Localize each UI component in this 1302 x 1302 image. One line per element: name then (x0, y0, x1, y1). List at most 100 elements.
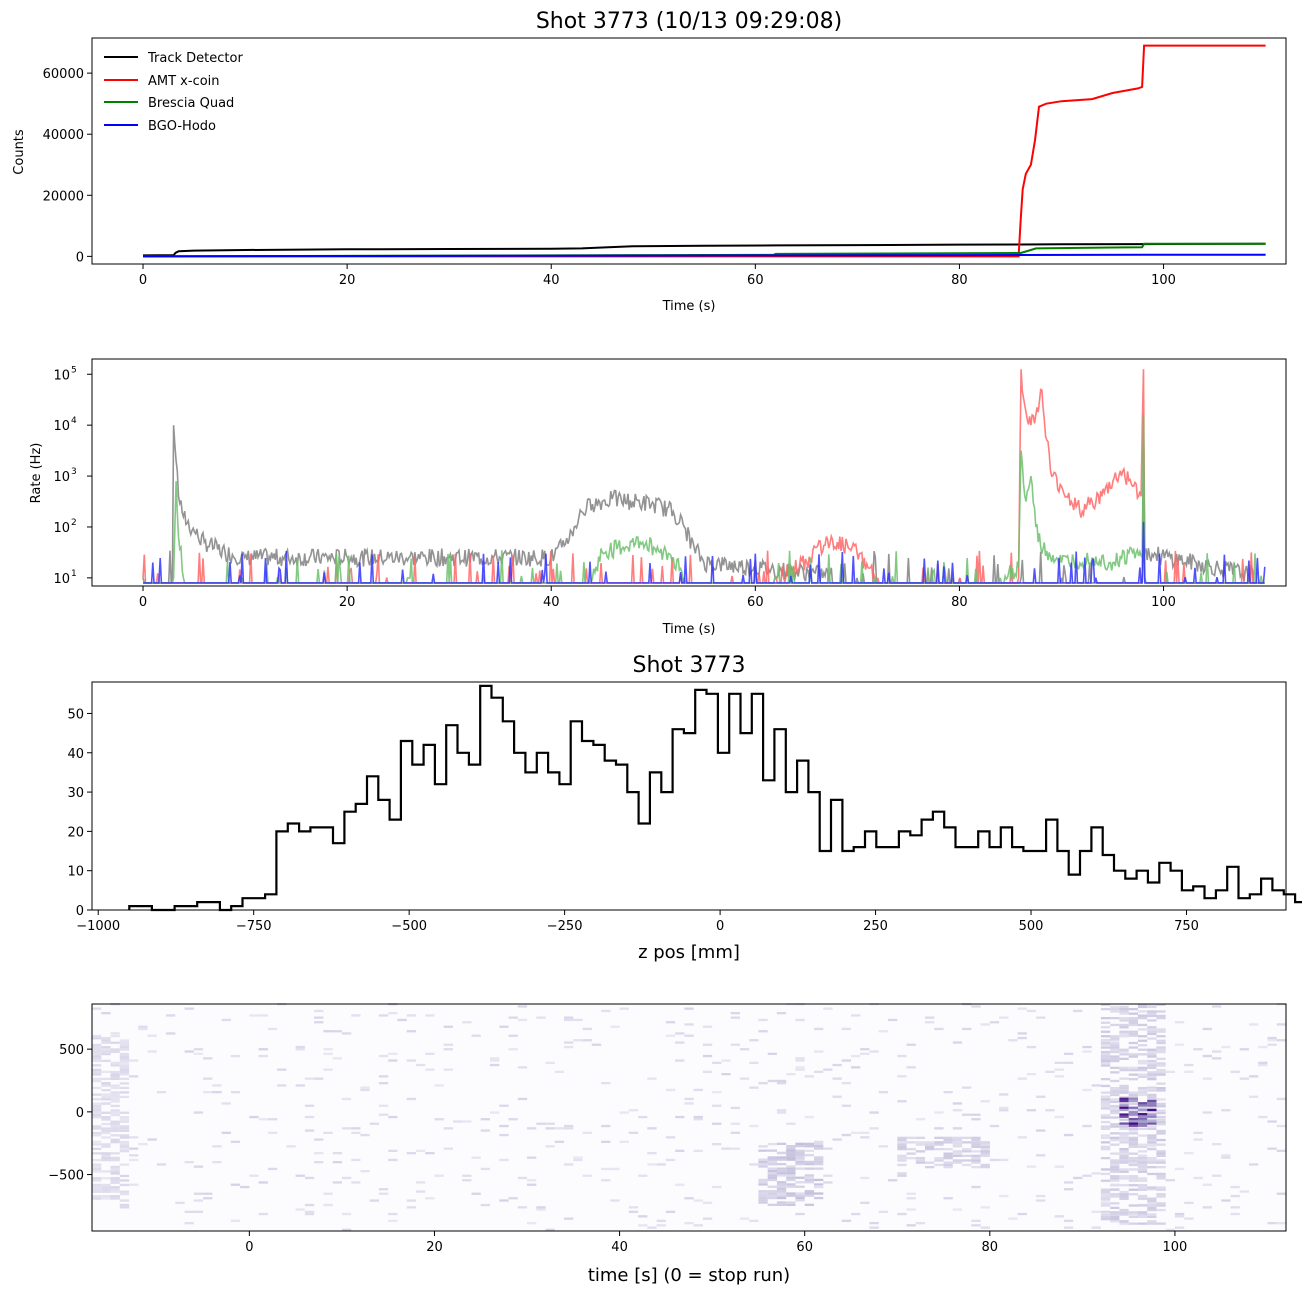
heatmap-cell (1147, 1138, 1157, 1142)
heatmap-cell (258, 1048, 268, 1051)
heatmap-cell (1100, 1120, 1111, 1124)
y-tick-label: −500 (48, 1169, 84, 1184)
heatmap-cell (101, 1159, 111, 1162)
heatmap-cell (758, 1183, 768, 1186)
heatmap-cell (980, 1206, 990, 1209)
heatmap-cell (499, 1158, 509, 1162)
heatmap-cell (1137, 1093, 1148, 1097)
heatmap-cell (897, 1148, 907, 1151)
heatmap-cell (462, 1120, 472, 1123)
heatmap-cell (656, 1163, 666, 1166)
heatmap-cell (212, 1145, 222, 1148)
heatmap-cell (878, 1030, 888, 1033)
heatmap-cell (1128, 1122, 1138, 1125)
y-tick-label: 0 (76, 250, 84, 265)
x-tick-label: 60 (747, 595, 764, 610)
heatmap-cell (119, 1206, 130, 1209)
heatmap-cell (119, 1095, 130, 1099)
heatmap-cell (665, 1088, 676, 1092)
heatmap-cell (564, 1163, 574, 1166)
heatmap-cell (804, 1203, 814, 1206)
heatmap-cell (110, 1093, 120, 1096)
heatmap-cell (1147, 1019, 1157, 1022)
heatmap-cell (638, 1174, 648, 1177)
heatmap-cell (101, 1039, 111, 1042)
counts-series-track-detector (142, 242, 1266, 257)
heatmap-cell (110, 1170, 120, 1173)
heatmap-cell (1128, 1096, 1138, 1099)
heatmap-cell (1137, 1197, 1148, 1200)
heatmap-cell (1091, 1210, 1101, 1213)
heatmap-cell (776, 1203, 787, 1206)
heatmap-cell (1110, 1059, 1120, 1063)
heatmap-cell (397, 1018, 407, 1022)
heatmap-cell (378, 1075, 389, 1078)
heatmap-cell (1128, 1078, 1138, 1081)
heatmap-cell (1119, 1157, 1129, 1160)
x-tick-label: 80 (982, 1240, 999, 1255)
heatmap-cell (1119, 1184, 1129, 1187)
heatmap-cell (767, 1172, 777, 1175)
heatmap-cell (92, 1077, 102, 1080)
heatmap-cell (119, 1129, 130, 1132)
y-tick-exponent: 4 (71, 416, 77, 426)
heatmap-cell (119, 1043, 130, 1047)
heatmap-cell (193, 1192, 204, 1195)
heatmap-cell (601, 1082, 611, 1085)
heatmap-cell (786, 1203, 796, 1206)
heatmap-cell (341, 1228, 352, 1231)
heatmap-cell (110, 1104, 120, 1108)
heatmap-cell (897, 1075, 907, 1078)
heatmap-cell (814, 1140, 824, 1143)
heatmap-cell (1110, 1005, 1120, 1009)
heatmap-cell (1128, 1034, 1138, 1037)
heatmap-cell (1110, 1123, 1120, 1126)
heatmap-cell (906, 1141, 916, 1144)
heatmap-cell (110, 1190, 120, 1193)
heatmap-cell (203, 1057, 213, 1060)
counts-plot-area (142, 44, 1266, 258)
heatmap-cell (554, 1127, 565, 1130)
heatmap-cell (1156, 1115, 1166, 1119)
heatmap-cell (767, 1169, 777, 1173)
heatmap-cell (804, 1174, 814, 1177)
heatmap-cell (332, 1181, 342, 1184)
heatmap-cell (1147, 1059, 1157, 1063)
heatmap-cell (1091, 1226, 1101, 1229)
heatmap-cell (1119, 1150, 1129, 1153)
heatmap-cell (925, 1021, 935, 1024)
heatmap-cell (1119, 1113, 1129, 1116)
heatmap-cell (1147, 1053, 1157, 1056)
heatmap-cell (388, 1059, 398, 1062)
heatmap-cell (675, 1115, 685, 1119)
heatmap-cell (795, 1199, 805, 1202)
heatmap-cell (1156, 1057, 1166, 1060)
heatmap-cell (1212, 1050, 1222, 1053)
heatmap-cell (1156, 1202, 1166, 1205)
heatmap-cell (1110, 1008, 1120, 1011)
heatmap-cell (1212, 1005, 1222, 1008)
heatmap-cell (1128, 1215, 1138, 1218)
heatmap-cell (1156, 1159, 1166, 1162)
heatmap-cell (804, 1160, 814, 1164)
heatmap-cell (1100, 1145, 1111, 1148)
heatmap-cell (92, 1170, 102, 1173)
heatmap-cell (841, 1133, 851, 1137)
heatmap-cell (101, 1154, 111, 1157)
heatmap-cell (1230, 1194, 1240, 1198)
heatmap-cell (1249, 1095, 1259, 1098)
heatmap-cell (166, 1014, 176, 1017)
heatmap-cell (1267, 1222, 1277, 1225)
heatmap-cell (804, 1163, 814, 1166)
heatmap-cell (1110, 1093, 1120, 1097)
heatmap-cell (184, 1222, 194, 1225)
heatmap-cell (1119, 1099, 1129, 1103)
heatmap-cell (730, 1147, 740, 1150)
heatmap-cell (1110, 1163, 1120, 1167)
heatmap-cell (1128, 1041, 1138, 1045)
heatmap-cell (851, 1131, 861, 1134)
heatmap-cell (952, 1041, 963, 1044)
heatmap-cell (1128, 1127, 1138, 1130)
heatmap-cell (758, 1082, 768, 1085)
heatmap-cell (869, 1111, 879, 1114)
